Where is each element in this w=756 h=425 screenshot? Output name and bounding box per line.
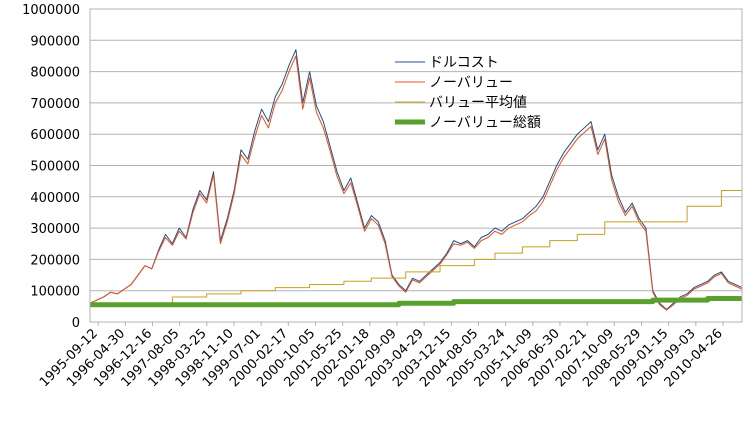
y-tick-label: 100000: [30, 285, 80, 300]
y-tick-label: 0: [72, 316, 80, 331]
x-axis: 1995-09-121996-04-301996-12-161997-08-05…: [37, 322, 726, 390]
series-line-1: [89, 55, 743, 311]
legend-label-1: ノーバリュー: [429, 75, 513, 91]
series-lines: [89, 49, 743, 311]
plot-frame: [89, 8, 743, 323]
legend-label-3: ノーバリュー総額: [429, 115, 541, 131]
y-tick-label: 900000: [30, 34, 80, 49]
legend-label-0: ドルコスト: [429, 55, 499, 71]
series-line-3: [89, 296, 742, 308]
series-line-2: [90, 190, 742, 304]
series-line-0: [89, 49, 743, 310]
y-tick-label: 300000: [30, 222, 80, 237]
y-tick-label: 1000000: [22, 3, 80, 18]
y-tick-label: 200000: [30, 253, 80, 268]
y-tick-label: 600000: [30, 128, 80, 143]
y-tick-label: 400000: [30, 191, 80, 206]
y-tick-label: 700000: [30, 97, 80, 112]
grid-lines: [90, 8, 742, 323]
legend-label-2: バリュー平均値: [429, 95, 527, 111]
y-tick-label: 800000: [30, 66, 80, 81]
y-tick-label: 500000: [30, 160, 80, 175]
y-axis: 0 100000 200000 300000 400000 500000 600000 700…: [22, 3, 80, 331]
